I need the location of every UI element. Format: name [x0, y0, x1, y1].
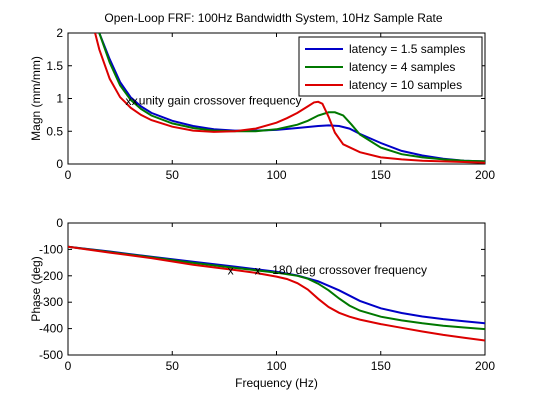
crossover-marker: x [125, 94, 131, 108]
x-tick-label: 50 [166, 359, 180, 373]
y-tick-label: 0 [56, 216, 63, 230]
y-tick-label: -300 [39, 295, 63, 309]
y-axis-label: Magn (mm/mm) [29, 56, 43, 141]
legend-label: latency = 10 samples [349, 78, 462, 92]
x-tick-label: 100 [266, 359, 286, 373]
crossover-marker: x [132, 94, 138, 108]
x-axis-label: Frequency (Hz) [235, 376, 318, 390]
series-line-1 [68, 245, 485, 325]
y-tick-label: 1.5 [46, 59, 63, 73]
series-line-3 [68, 245, 485, 342]
annotation-label: unity gain crossover frequency [139, 93, 302, 107]
chart-title: Open-Loop FRF: 100Hz Bandwidth System, 1… [104, 11, 442, 25]
axes-box [67, 222, 486, 356]
crossover-marker: x [228, 264, 234, 278]
x-tick-label: 200 [475, 168, 495, 182]
y-tick-label: -400 [39, 322, 63, 336]
y-tick-label: 2 [56, 26, 63, 40]
y-tick-label: -200 [39, 269, 63, 283]
x-tick-label: 200 [475, 359, 495, 373]
y-tick-label: 0 [56, 157, 63, 171]
x-tick-label: 0 [65, 359, 72, 373]
x-tick-label: 0 [65, 168, 72, 182]
legend-label: latency = 4 samples [349, 60, 455, 74]
y-tick-label: -500 [39, 348, 63, 362]
y-tick-label: 1 [56, 92, 63, 106]
annotation-label: 180 deg crossover frequency [272, 263, 427, 277]
series-line-3 [94, 33, 485, 164]
y-tick-label: -100 [39, 242, 63, 256]
series-line-2 [98, 33, 485, 163]
x-tick-label: 50 [166, 168, 180, 182]
legend-label: latency = 1.5 samples [349, 42, 465, 56]
y-axis-label: Phase (deg) [29, 256, 43, 321]
series-line-2 [68, 245, 485, 331]
series-line-1 [98, 33, 485, 163]
crossover-marker: x [255, 264, 261, 278]
x-tick-label: 150 [371, 168, 391, 182]
x-tick-label: 100 [266, 168, 286, 182]
y-tick-label: 0.5 [46, 124, 63, 138]
x-tick-label: 150 [371, 359, 391, 373]
